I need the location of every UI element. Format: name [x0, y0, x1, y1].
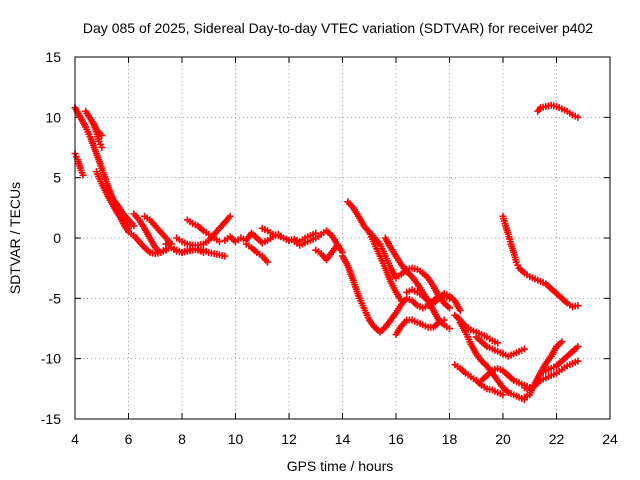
y-tick-label: 5 — [53, 170, 61, 186]
data-point — [162, 246, 170, 254]
series-track-aa — [499, 345, 528, 360]
series-track-y — [456, 318, 528, 404]
data-point — [494, 339, 502, 347]
y-tick-label: 0 — [53, 230, 61, 246]
series-track-g — [130, 210, 170, 256]
x-tick-label: 20 — [495, 431, 511, 447]
grid — [75, 57, 610, 419]
data-point — [98, 131, 106, 139]
data-points — [71, 101, 582, 404]
data-point — [574, 357, 582, 365]
series-track-k — [183, 216, 223, 246]
data-point — [574, 343, 582, 351]
x-tick-label: 12 — [281, 431, 297, 447]
data-point — [215, 238, 223, 246]
y-tick-label: -15 — [41, 411, 61, 427]
data-point — [520, 345, 528, 353]
data-point — [333, 241, 341, 249]
x-tick-label: 14 — [335, 431, 351, 447]
series-track-f — [103, 186, 138, 230]
y-axis-title: SDTVAR / TECUs — [7, 182, 23, 294]
series-track-p — [312, 241, 341, 264]
plot-frame — [74, 56, 611, 420]
data-point — [574, 113, 582, 121]
data-point — [397, 297, 405, 305]
series-track-af — [520, 338, 566, 401]
x-tick-label: 10 — [228, 431, 244, 447]
data-point — [446, 325, 453, 332]
series-track-w — [451, 311, 502, 347]
x-tick-label: 8 — [178, 431, 186, 447]
x-tick-label: 18 — [442, 431, 458, 447]
data-point — [264, 258, 272, 266]
data-point — [574, 302, 582, 310]
data-point — [125, 224, 132, 232]
series-track-h — [141, 212, 175, 248]
data-point — [456, 306, 464, 314]
y-tick-label: -10 — [41, 351, 61, 367]
data-point — [446, 304, 453, 312]
series-track-b — [71, 150, 87, 179]
series-track-ad — [534, 101, 582, 121]
data-point — [221, 252, 229, 260]
data-point — [440, 316, 448, 324]
series-track-ag — [536, 343, 582, 377]
series-track-ac — [499, 212, 582, 311]
series-track-o — [290, 227, 346, 256]
y-tick-label: 15 — [45, 49, 61, 65]
series-track-m — [242, 240, 272, 266]
data-point — [199, 248, 207, 256]
series-track-s — [365, 228, 405, 305]
y-ticks: 15 10 5 0 -5 -10 -15 — [41, 49, 610, 427]
x-tick-label: 22 — [549, 431, 565, 447]
chart-title: Day 085 of 2025, Sidereal Day-to-day VTE… — [83, 20, 593, 36]
series-track-z — [472, 333, 507, 358]
x-tick-label: 24 — [602, 431, 618, 447]
x-axis-title: GPS time / hours — [287, 458, 394, 474]
data-point — [285, 236, 293, 244]
data-point — [226, 212, 234, 220]
x-tick-label: 16 — [388, 431, 404, 447]
x-tick-label: 4 — [71, 431, 79, 447]
y-tick-label: -5 — [49, 290, 62, 306]
series-track-u — [392, 316, 448, 339]
series-track-n — [258, 224, 293, 244]
series-track-j — [173, 212, 234, 249]
series-track-d — [90, 119, 106, 151]
data-point — [98, 144, 106, 151]
series-track-v — [403, 286, 464, 314]
y-tick-label: 10 — [45, 109, 61, 125]
data-point — [130, 222, 138, 230]
data-point — [558, 338, 566, 346]
data-point — [79, 171, 87, 179]
x-tick-label: 6 — [125, 431, 133, 447]
x-ticks: 4 6 8 10 12 14 16 18 20 22 24 — [71, 57, 618, 447]
data-point — [499, 391, 507, 399]
